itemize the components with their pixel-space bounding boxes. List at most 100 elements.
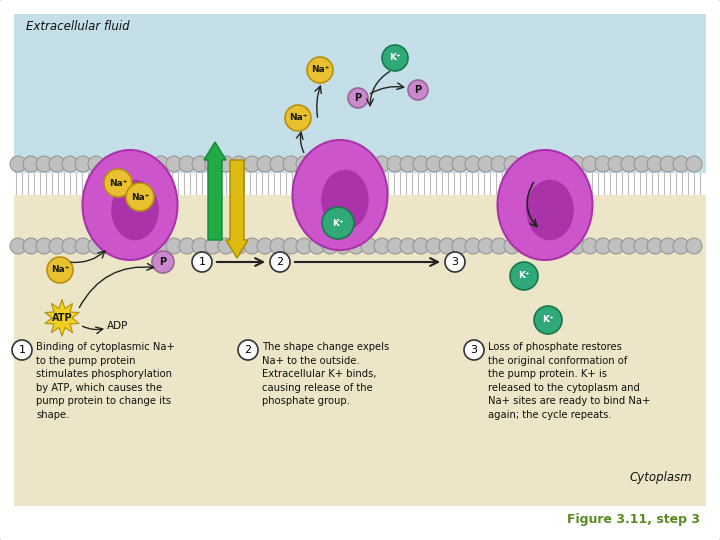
Text: ADP: ADP	[107, 321, 129, 331]
Text: Na⁺: Na⁺	[131, 192, 149, 201]
Ellipse shape	[112, 180, 158, 240]
Circle shape	[608, 156, 624, 172]
Circle shape	[534, 306, 562, 334]
Circle shape	[238, 340, 258, 360]
FancyArrow shape	[226, 160, 248, 258]
Circle shape	[478, 238, 494, 254]
Circle shape	[153, 238, 169, 254]
Circle shape	[408, 80, 428, 100]
Circle shape	[104, 169, 132, 197]
Circle shape	[504, 156, 520, 172]
Circle shape	[114, 238, 130, 254]
Circle shape	[595, 238, 611, 254]
Circle shape	[296, 238, 312, 254]
Circle shape	[322, 207, 354, 239]
Circle shape	[335, 238, 351, 254]
Circle shape	[569, 156, 585, 172]
Circle shape	[400, 156, 416, 172]
Text: 3: 3	[470, 345, 477, 355]
Text: Binding of cytoplasmic Na+
to the pump protein
stimulates phosphorylation
by ATP: Binding of cytoplasmic Na+ to the pump p…	[36, 342, 175, 420]
Text: Cytoplasm: Cytoplasm	[629, 471, 692, 484]
Circle shape	[464, 340, 484, 360]
Circle shape	[595, 156, 611, 172]
Circle shape	[244, 156, 260, 172]
Circle shape	[127, 238, 143, 254]
Circle shape	[445, 252, 465, 272]
Circle shape	[75, 156, 91, 172]
Circle shape	[621, 238, 637, 254]
Ellipse shape	[83, 150, 178, 260]
Text: 2: 2	[244, 345, 251, 355]
Circle shape	[634, 238, 650, 254]
Text: Na⁺: Na⁺	[51, 266, 69, 274]
Text: P: P	[415, 85, 422, 95]
Circle shape	[465, 156, 481, 172]
Circle shape	[140, 156, 156, 172]
Circle shape	[673, 238, 689, 254]
Circle shape	[478, 156, 494, 172]
Circle shape	[127, 156, 143, 172]
Circle shape	[270, 156, 286, 172]
Polygon shape	[45, 300, 79, 336]
Circle shape	[400, 238, 416, 254]
Circle shape	[382, 45, 408, 71]
Text: K⁺: K⁺	[518, 272, 530, 280]
Circle shape	[465, 238, 481, 254]
Circle shape	[152, 251, 174, 273]
Circle shape	[510, 262, 538, 290]
Circle shape	[179, 238, 195, 254]
Circle shape	[608, 238, 624, 254]
Circle shape	[283, 238, 299, 254]
Circle shape	[47, 257, 73, 283]
Circle shape	[192, 238, 208, 254]
Circle shape	[413, 238, 429, 254]
Circle shape	[192, 156, 208, 172]
Circle shape	[88, 238, 104, 254]
Circle shape	[140, 238, 156, 254]
Ellipse shape	[526, 180, 574, 240]
Text: Figure 3.11, step 3: Figure 3.11, step 3	[567, 514, 700, 526]
Circle shape	[439, 156, 455, 172]
Circle shape	[426, 238, 442, 254]
Text: K⁺: K⁺	[542, 315, 554, 325]
Circle shape	[361, 156, 377, 172]
Circle shape	[153, 156, 169, 172]
Circle shape	[62, 156, 78, 172]
Circle shape	[647, 238, 663, 254]
Circle shape	[36, 238, 52, 254]
Circle shape	[582, 156, 598, 172]
Bar	[14, 173, 706, 195]
Text: 2: 2	[276, 257, 284, 267]
Bar	[14, 14, 706, 189]
Circle shape	[296, 156, 312, 172]
Circle shape	[530, 238, 546, 254]
Circle shape	[530, 156, 546, 172]
Circle shape	[348, 156, 364, 172]
Circle shape	[348, 88, 368, 108]
Circle shape	[257, 238, 273, 254]
Text: K⁺: K⁺	[390, 53, 401, 63]
Circle shape	[413, 156, 429, 172]
Circle shape	[491, 238, 507, 254]
Circle shape	[426, 156, 442, 172]
Circle shape	[491, 156, 507, 172]
Circle shape	[517, 238, 533, 254]
Circle shape	[517, 156, 533, 172]
Circle shape	[10, 238, 26, 254]
Text: Na⁺: Na⁺	[311, 65, 329, 75]
Circle shape	[556, 238, 572, 254]
Circle shape	[660, 156, 676, 172]
Circle shape	[205, 238, 221, 254]
Circle shape	[335, 156, 351, 172]
Circle shape	[374, 238, 390, 254]
Circle shape	[452, 238, 468, 254]
Circle shape	[231, 156, 247, 172]
Circle shape	[218, 238, 234, 254]
Text: K⁺: K⁺	[332, 219, 344, 227]
Circle shape	[348, 238, 364, 254]
Ellipse shape	[498, 150, 593, 260]
Text: ATP: ATP	[52, 313, 72, 323]
Circle shape	[166, 238, 182, 254]
Circle shape	[126, 183, 154, 211]
Circle shape	[36, 156, 52, 172]
